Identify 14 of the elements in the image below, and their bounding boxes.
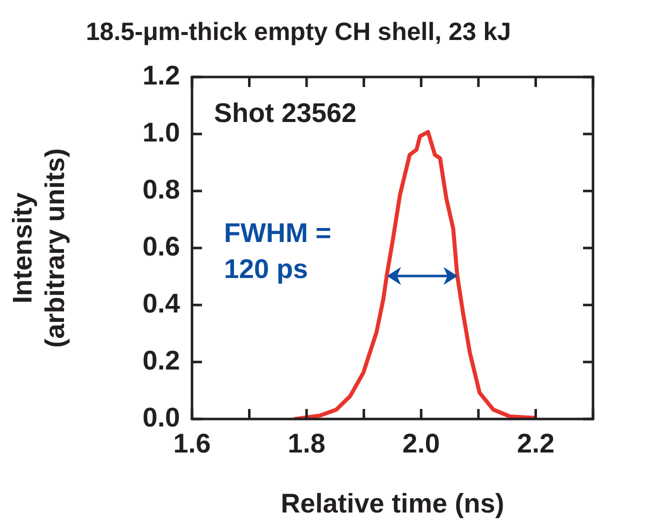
y-tick-label: 1.0 bbox=[142, 117, 180, 148]
y-tick-label: 1.2 bbox=[142, 60, 180, 90]
y-tick-label: 0.6 bbox=[142, 231, 180, 262]
annotation: Shot 23562 bbox=[214, 98, 357, 128]
x-tick-label: 2.0 bbox=[402, 428, 440, 459]
x-axis-title: Relative time (ns) bbox=[280, 488, 504, 518]
y-tick-label: 0.2 bbox=[142, 345, 180, 376]
y-tick-label: 0.8 bbox=[142, 174, 180, 204]
annotation: FWHM = 120 ps bbox=[224, 218, 332, 284]
y-tick-label: 0.4 bbox=[142, 288, 180, 318]
y-axis-title: Intensity (arbitrary units) bbox=[8, 148, 70, 348]
x-tick-label: 1.8 bbox=[288, 428, 326, 459]
chart-title: 18.5-μm-thick empty CH shell, 23 kJ bbox=[86, 18, 512, 46]
x-tick-label: 2.2 bbox=[516, 428, 554, 459]
